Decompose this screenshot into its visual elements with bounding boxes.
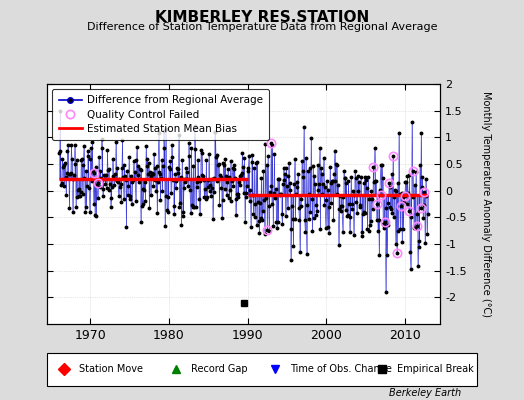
Text: Time of Obs. Change: Time of Obs. Change [290,364,392,374]
Text: Berkeley Earth: Berkeley Earth [389,388,461,398]
Text: Difference of Station Temperature Data from Regional Average: Difference of Station Temperature Data f… [87,22,437,32]
Y-axis label: Monthly Temperature Anomaly Difference (°C): Monthly Temperature Anomaly Difference (… [481,91,490,317]
Text: Record Gap: Record Gap [191,364,248,374]
Legend: Difference from Regional Average, Quality Control Failed, Estimated Station Mean: Difference from Regional Average, Qualit… [52,89,269,140]
Text: Station Move: Station Move [80,364,144,374]
Text: KIMBERLEY RES.STATION: KIMBERLEY RES.STATION [155,10,369,25]
Text: Empirical Break: Empirical Break [397,364,474,374]
Bar [47,353,477,386]
